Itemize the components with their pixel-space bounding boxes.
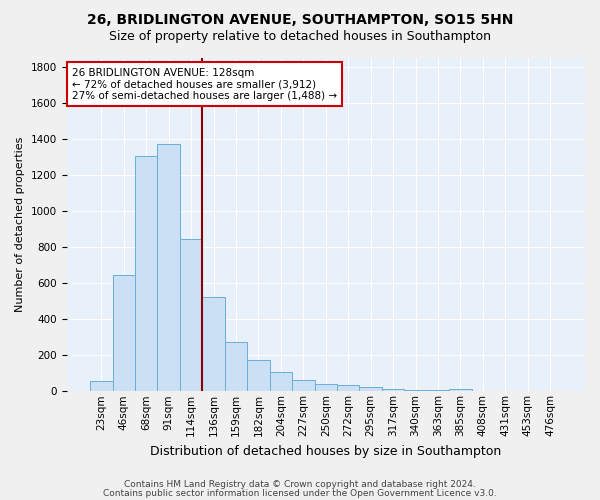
Bar — [269, 372, 292, 392]
Bar — [449, 389, 472, 392]
Bar — [292, 380, 314, 392]
Bar — [180, 239, 202, 392]
Bar — [427, 390, 449, 392]
Text: 26 BRIDLINGTON AVENUE: 128sqm
← 72% of detached houses are smaller (3,912)
27% o: 26 BRIDLINGTON AVENUE: 128sqm ← 72% of d… — [72, 68, 337, 100]
X-axis label: Distribution of detached houses by size in Southampton: Distribution of detached houses by size … — [150, 444, 502, 458]
Bar — [202, 296, 225, 392]
Bar — [337, 385, 359, 392]
Bar — [314, 384, 337, 392]
Bar — [247, 360, 269, 392]
Bar — [135, 156, 157, 392]
Y-axis label: Number of detached properties: Number of detached properties — [15, 136, 25, 312]
Bar — [404, 390, 427, 392]
Text: Contains public sector information licensed under the Open Government Licence v3: Contains public sector information licen… — [103, 489, 497, 498]
Bar — [113, 275, 135, 392]
Text: Contains HM Land Registry data © Crown copyright and database right 2024.: Contains HM Land Registry data © Crown c… — [124, 480, 476, 489]
Text: Size of property relative to detached houses in Southampton: Size of property relative to detached ho… — [109, 30, 491, 43]
Bar — [90, 382, 113, 392]
Bar — [359, 387, 382, 392]
Bar — [225, 342, 247, 392]
Bar — [157, 144, 180, 392]
Bar — [382, 388, 404, 392]
Text: 26, BRIDLINGTON AVENUE, SOUTHAMPTON, SO15 5HN: 26, BRIDLINGTON AVENUE, SOUTHAMPTON, SO1… — [87, 12, 513, 26]
